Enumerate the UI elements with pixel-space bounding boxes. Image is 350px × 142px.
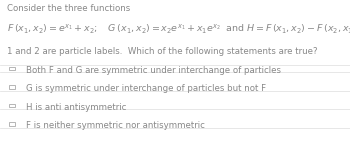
- Bar: [9, 122, 15, 126]
- Bar: [9, 85, 15, 89]
- Text: 1 and 2 are particle labels.  Which of the following statements are true?: 1 and 2 are particle labels. Which of th…: [7, 47, 317, 56]
- Text: H is anti antisymmetric: H is anti antisymmetric: [26, 103, 127, 111]
- Text: Consider the three functions: Consider the three functions: [7, 4, 130, 13]
- Text: G is symmetric under interchange of particles but not F: G is symmetric under interchange of part…: [26, 84, 266, 93]
- Bar: [9, 104, 15, 107]
- Bar: [9, 67, 15, 70]
- Text: F is neither symmetric nor antisymmetric: F is neither symmetric nor antisymmetric: [26, 121, 205, 130]
- Text: Both F and G are symmetric under interchange of particles: Both F and G are symmetric under interch…: [26, 66, 281, 75]
- Text: $F\,(x_1, x_2) = e^{x_1} + x_2;\quad G\,(x_1, x_2) = x_2 e^{x_1} + x_1 e^{x_2}\;: $F\,(x_1, x_2) = e^{x_1} + x_2;\quad G\,…: [7, 23, 350, 36]
